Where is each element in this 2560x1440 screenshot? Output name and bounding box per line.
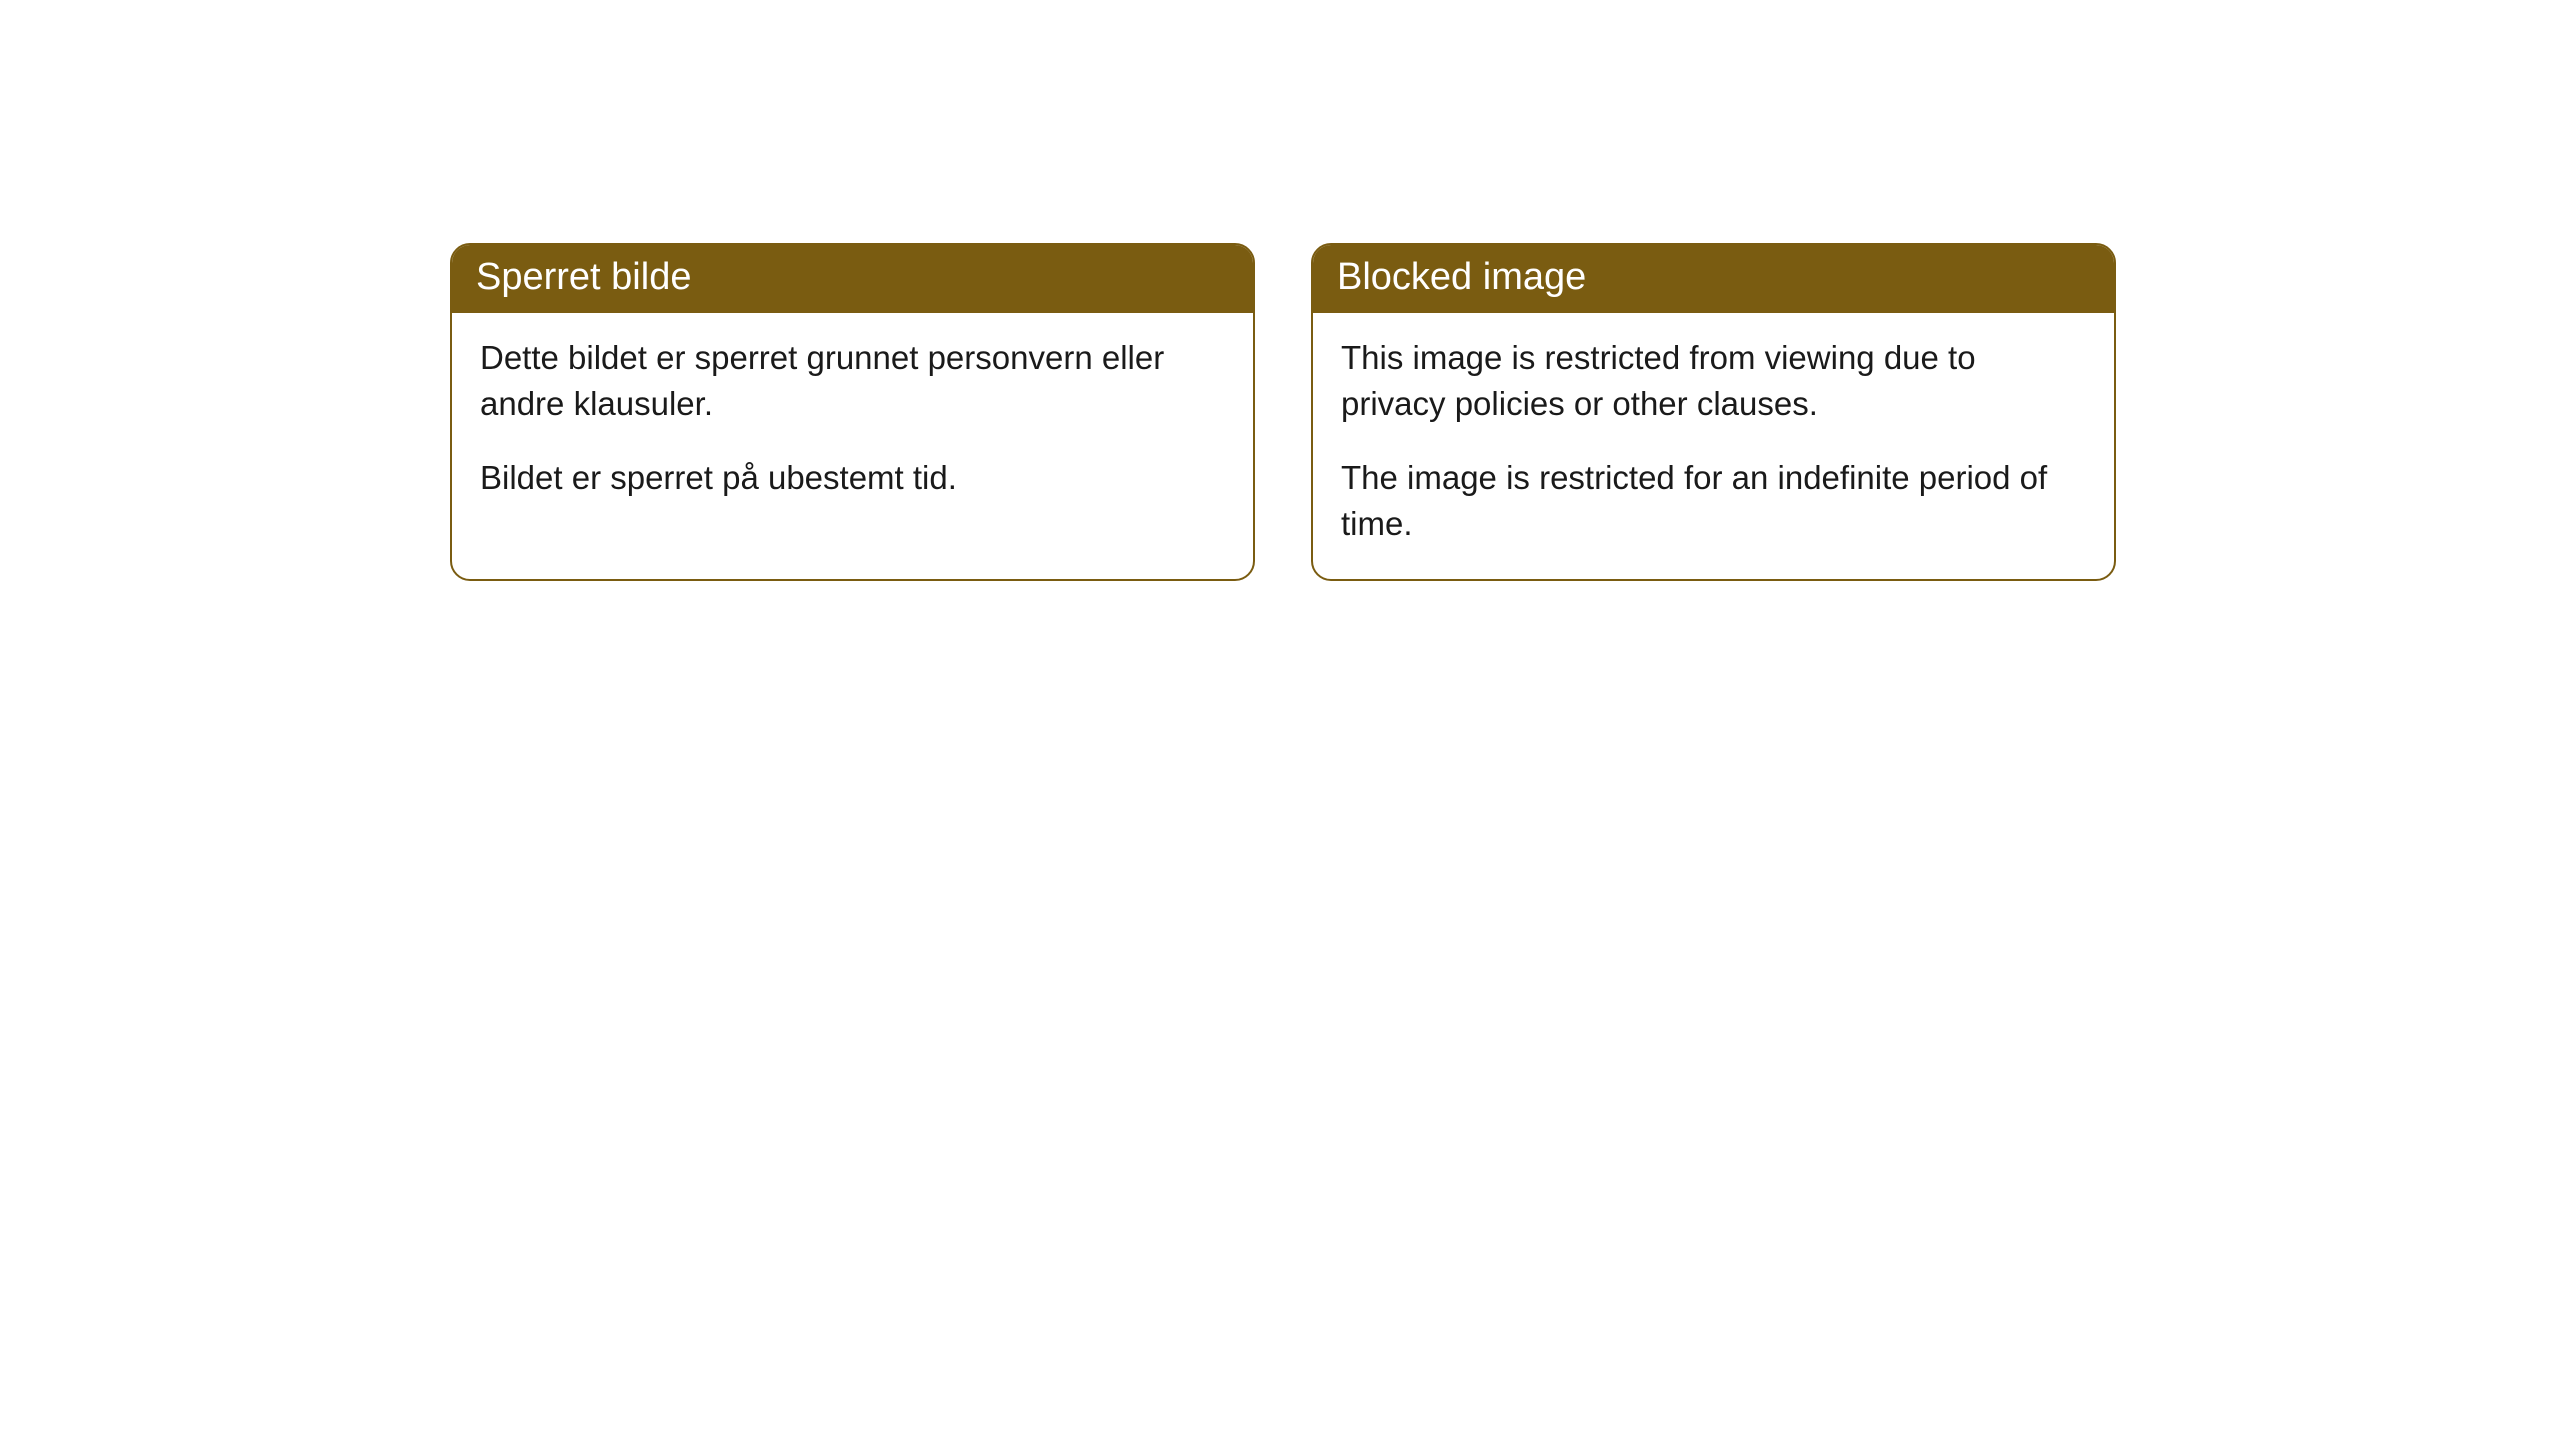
card-paragraph: Dette bildet er sperret grunnet personve… [480, 335, 1225, 427]
blocked-image-card-no: Sperret bilde Dette bildet er sperret gr… [450, 243, 1255, 581]
card-body: Dette bildet er sperret grunnet personve… [452, 313, 1253, 580]
card-paragraph: Bildet er sperret på ubestemt tid. [480, 455, 1225, 501]
card-paragraph: The image is restricted for an indefinit… [1341, 455, 2086, 547]
card-paragraph: This image is restricted from viewing du… [1341, 335, 2086, 427]
blocked-image-card-en: Blocked image This image is restricted f… [1311, 243, 2116, 581]
notice-cards-container: Sperret bilde Dette bildet er sperret gr… [0, 0, 2560, 581]
card-header: Blocked image [1313, 245, 2114, 313]
card-header: Sperret bilde [452, 245, 1253, 313]
card-body: This image is restricted from viewing du… [1313, 313, 2114, 580]
